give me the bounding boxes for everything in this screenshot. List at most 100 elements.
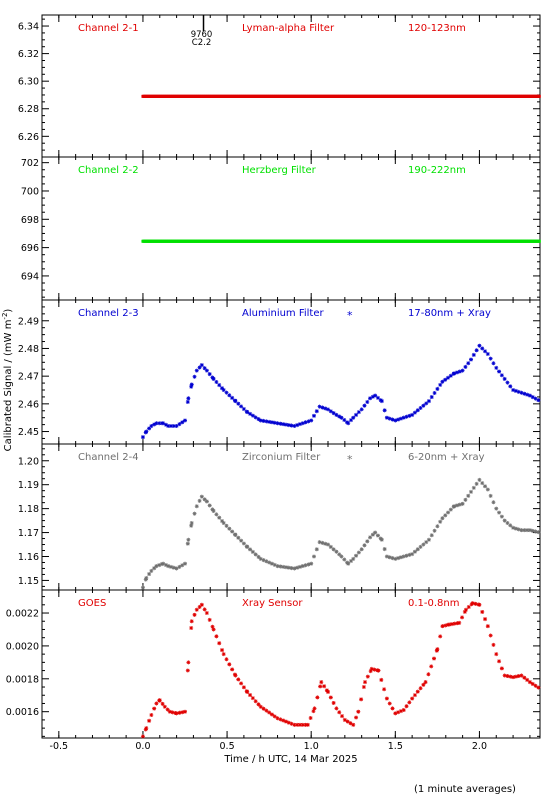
data-point: [412, 693, 417, 698]
data-point: [192, 374, 197, 379]
data-point: [162, 704, 167, 709]
y-tick-label: 698: [21, 215, 39, 226]
data-point: [369, 666, 374, 671]
data-point: [410, 696, 415, 701]
data-point: [272, 420, 277, 425]
panel-1: 6.26 6.28 6.30 6.32 6.34 Channel 2-1 Lyman-alp…: [18, 14, 541, 158]
data-point: [286, 565, 291, 570]
panel-2: 694 696 698 700 702 Channel 2-2 Herzberg Filte…: [21, 156, 541, 301]
data-point: [508, 384, 513, 389]
data-point: [435, 524, 440, 529]
y-tick-label: 6.34: [18, 22, 39, 33]
data-point: [334, 706, 339, 711]
data-point: [530, 528, 535, 533]
data-point: [303, 420, 308, 425]
data-point: [292, 424, 297, 428]
data-point: [253, 415, 258, 420]
data-point: [204, 499, 209, 504]
data-point: [359, 697, 364, 702]
data-point: [505, 380, 510, 385]
data-point: [289, 566, 294, 571]
data-point: [292, 722, 297, 727]
data-point: [241, 541, 246, 546]
data-point: [283, 422, 288, 427]
y-tick-label: 1.18: [18, 504, 39, 515]
data-point: [143, 727, 148, 732]
data-point: [185, 399, 190, 404]
data-point: [348, 721, 353, 726]
data-point: [497, 659, 502, 664]
data-point: [245, 544, 250, 549]
event-marker-label-1: 9760: [191, 30, 213, 40]
data-point: [278, 717, 283, 722]
data-point: [438, 634, 443, 639]
data-point: [305, 722, 310, 727]
data-point: [168, 424, 173, 428]
data-point: [418, 405, 423, 410]
data-point: [326, 407, 331, 412]
data-point: [511, 388, 516, 392]
data-point: [306, 562, 311, 567]
data-point: [236, 677, 241, 682]
data-point: [174, 711, 179, 716]
data-point: [303, 563, 308, 568]
data-point: [418, 544, 423, 549]
data-point: [144, 726, 149, 731]
data-point: [211, 627, 216, 632]
data-point: [317, 404, 322, 409]
series: [140, 477, 541, 590]
data-point: [432, 390, 437, 395]
data-point: [140, 435, 145, 440]
data-point: [424, 540, 429, 545]
data-point: [415, 547, 420, 552]
data-point: [346, 561, 351, 566]
data-point: [186, 396, 191, 401]
data-point: [452, 621, 457, 626]
data-point: [491, 642, 496, 647]
data-point: [250, 696, 255, 701]
data-point: [174, 566, 179, 571]
data-point: [220, 519, 225, 524]
data-point: [312, 706, 317, 711]
data-point: [311, 413, 316, 418]
data-point: [217, 515, 222, 520]
data-point: [248, 547, 253, 552]
data-point: [494, 652, 499, 657]
data-point: [412, 549, 417, 554]
data-point: [306, 419, 311, 424]
data-point: [199, 494, 204, 499]
data-point: [163, 422, 168, 427]
data-point: [379, 399, 384, 404]
data-point: [230, 667, 235, 672]
data-point: [339, 554, 344, 559]
y-tick-label: 1.16: [18, 552, 39, 563]
data-point: [527, 680, 532, 685]
data-point: [275, 716, 280, 721]
data-point: [415, 408, 420, 413]
series: [140, 343, 541, 440]
panel-band-label: 6-20nm + Xray: [408, 452, 485, 463]
data-point: [460, 615, 465, 620]
data-point: [267, 419, 272, 424]
panel-filter-label: Zirconium Filter: [242, 452, 321, 463]
data-point: [387, 701, 392, 706]
data-point: [221, 520, 226, 525]
data-point: [368, 535, 373, 540]
data-point: [256, 417, 261, 422]
y-tick-label: 6.26: [18, 132, 39, 143]
data-point: [278, 564, 283, 569]
data-point: [435, 647, 440, 652]
data-point: [323, 541, 328, 546]
data-point: [250, 413, 255, 418]
data-point: [463, 607, 468, 612]
data-point: [281, 422, 286, 427]
data-point: [426, 537, 431, 542]
data-point: [429, 664, 434, 669]
x-tick-label: 1.5: [388, 741, 403, 752]
data-point: [382, 408, 387, 413]
data-point: [359, 547, 364, 552]
data-point: [311, 709, 316, 714]
data-point: [295, 565, 300, 570]
data-point: [530, 395, 535, 400]
